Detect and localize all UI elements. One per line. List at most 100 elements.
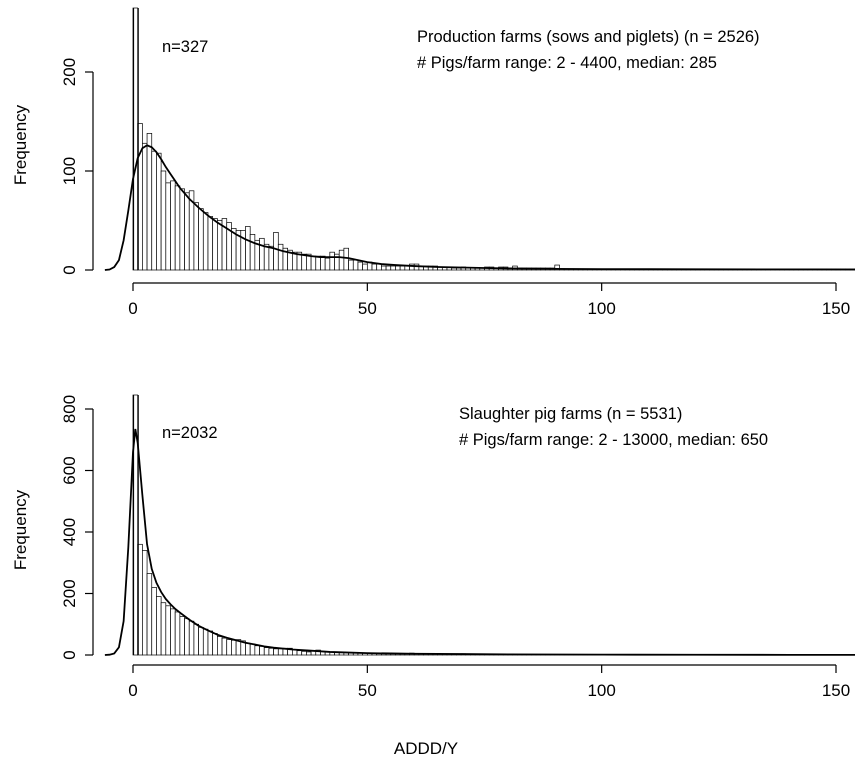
slaughter-bar — [231, 639, 237, 656]
production-x-tick-label: 50 — [358, 299, 377, 318]
slaughter-bar — [226, 639, 232, 656]
production-x-ticks: 0 50 100 150 — [128, 283, 850, 318]
production-bar — [343, 247, 349, 271]
production-bar — [310, 255, 317, 271]
slaughter-bar — [306, 651, 312, 656]
slaughter-bar — [193, 623, 199, 656]
slaughter-y-tick-label: 400 — [60, 518, 79, 546]
slaughter-bar — [245, 642, 251, 656]
production-bar — [184, 192, 190, 271]
production-bar — [193, 202, 199, 271]
slaughter-overflow-label: n=2032 — [162, 424, 218, 442]
production-bar — [212, 218, 218, 271]
slaughter-x-tick-label: 150 — [822, 681, 850, 700]
slaughter-bar — [207, 630, 214, 656]
production-bar — [146, 133, 153, 271]
production-bar — [362, 263, 368, 271]
production-annotation-line-1: Production farms (sows and piglets) (n =… — [417, 28, 760, 46]
production-y-ticks: 0 100 200 — [60, 58, 93, 275]
production-bar — [301, 253, 307, 271]
production-bar — [390, 265, 396, 271]
slaughter-bar — [217, 636, 223, 656]
slaughter-farms-panel: 0 200 400 600 800 0 50 100 150 Frequency n=2032… — [11, 394, 855, 700]
slaughter-bar — [301, 650, 307, 656]
slaughter-bar — [249, 643, 256, 656]
production-overflow-label: n=327 — [162, 38, 208, 56]
production-bar — [245, 226, 251, 271]
slaughter-bar — [160, 602, 167, 656]
production-y-tick-label: 200 — [60, 58, 79, 86]
production-bar — [165, 182, 171, 271]
slaughter-bar — [142, 550, 148, 656]
slaughter-x-tick-label: 100 — [587, 681, 615, 700]
slaughter-bar — [296, 650, 303, 656]
production-bar — [142, 142, 148, 271]
production-bar — [324, 257, 331, 271]
production-histogram-bars — [132, 7, 855, 271]
production-farms-panel: 0 100 200 0 50 100 150 Frequency n=327 Produc… — [11, 7, 855, 318]
production-bar — [329, 251, 335, 271]
slaughter-bar — [156, 596, 162, 656]
slaughter-annotation-line-2: # Pigs/farm range: 2 - 13000, median: 65… — [459, 431, 768, 449]
production-bar — [320, 255, 326, 271]
slaughter-y-ticks: 0 200 400 600 800 — [60, 395, 93, 660]
slaughter-bar — [188, 620, 195, 656]
slaughter-bar — [254, 645, 260, 656]
production-bar — [263, 243, 270, 271]
production-bar — [151, 150, 157, 271]
production-bar — [348, 259, 354, 271]
production-density-curve — [104, 144, 855, 271]
production-x-tick-label: 0 — [128, 299, 137, 318]
production-bar — [174, 185, 181, 271]
slaughter-y-tick-label: 0 — [60, 650, 79, 659]
slaughter-bar — [212, 633, 218, 656]
slaughter-bar — [174, 611, 181, 656]
production-bar — [381, 265, 387, 271]
slaughter-bar — [202, 628, 209, 656]
slaughter-bar — [273, 648, 279, 656]
production-bar — [554, 264, 560, 271]
production-bar — [451, 267, 457, 271]
slaughter-x-tick-label: 0 — [128, 681, 137, 700]
slaughter-bar — [146, 573, 153, 656]
slaughter-y-tick-label: 600 — [60, 456, 79, 484]
production-bar — [357, 261, 363, 271]
slaughter-bar — [165, 605, 171, 656]
slaughter-bar — [151, 586, 157, 656]
production-bar — [385, 265, 392, 271]
production-bar — [273, 232, 279, 271]
slaughter-x-ticks: 0 50 100 150 — [128, 665, 850, 700]
slaughter-bar — [170, 608, 176, 656]
production-bar — [179, 188, 185, 271]
slaughter-bar — [179, 616, 185, 656]
slaughter-y-tick-label: 800 — [60, 395, 79, 423]
slaughter-bar — [268, 647, 274, 656]
production-bar — [156, 152, 162, 271]
production-bar — [202, 212, 209, 271]
slaughter-bar — [277, 648, 284, 656]
production-bar — [376, 263, 382, 271]
production-bar — [315, 255, 321, 271]
production-bar — [207, 216, 214, 271]
production-bar — [338, 249, 345, 271]
slaughter-y-tick-label: 200 — [60, 579, 79, 607]
slaughter-bar — [259, 646, 265, 656]
production-bar — [399, 265, 406, 271]
production-bar — [259, 237, 265, 271]
slaughter-bar — [198, 626, 204, 656]
production-bar — [249, 234, 256, 271]
x-axis-title: ADDD/Y — [394, 739, 458, 758]
production-y-axis-label: Frequency — [11, 104, 30, 185]
slaughter-bar — [184, 618, 190, 656]
production-annotation-line-2: # Pigs/farm range: 2 - 4400, median: 285 — [417, 54, 717, 72]
production-bar — [160, 170, 167, 271]
slaughter-x-tick-label: 50 — [358, 681, 377, 700]
slaughter-bar — [263, 647, 270, 656]
production-y-tick-label: 100 — [60, 157, 79, 185]
slaughter-density-curve — [104, 428, 855, 656]
production-x-tick-label: 100 — [587, 299, 615, 318]
production-bar — [352, 259, 359, 271]
production-bar — [217, 220, 223, 271]
production-bar — [198, 208, 204, 271]
